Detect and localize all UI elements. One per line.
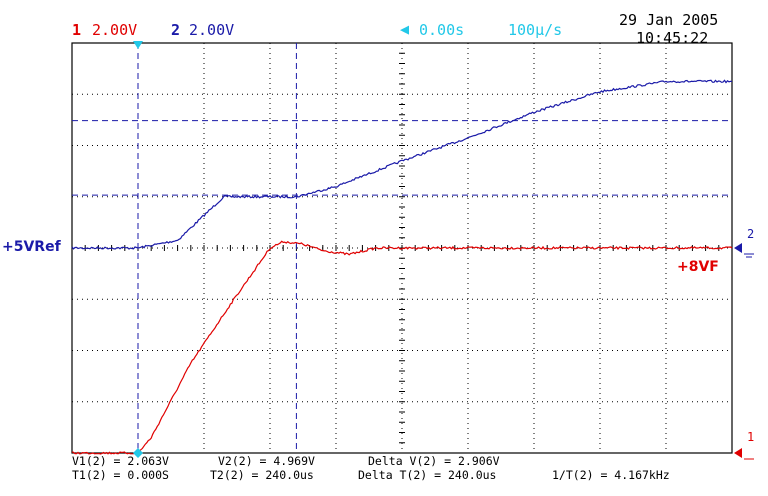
measure-t1: T1(2) = 0.000S — [72, 468, 169, 482]
ch2-left-label: +5VRef — [2, 239, 61, 255]
measure-inverse-t: 1/T(2) = 4.167kHz — [552, 468, 670, 482]
trace-ch2 — [71, 79, 733, 250]
measure-v2: V2(2) = 4.969V — [218, 454, 315, 468]
ch2-scale: 2.00V — [189, 21, 235, 39]
waveform-traces — [71, 79, 733, 455]
ch1-scale: 2.00V — [92, 21, 138, 39]
ch1-right-tag: 1 — [747, 430, 755, 444]
ch2-ground-arrow-icon — [734, 243, 742, 253]
graticule — [71, 42, 733, 454]
ch2-right-tag: 2 — [747, 227, 755, 241]
measure-delta-t: Delta T(2) = 240.0us — [358, 468, 497, 482]
trigger-level-icon — [133, 448, 143, 458]
delay-arrow-icon: ◀ — [400, 20, 410, 38]
timebase-value: 100µ/s — [508, 21, 563, 39]
trace-ch1 — [71, 240, 733, 455]
channel-markers — [133, 41, 754, 460]
measure-delta-v: Delta V(2) = 2.906V — [368, 454, 500, 468]
ch1-ground-arrow-icon — [734, 448, 742, 458]
capture-date: 29 Jan 2005 — [619, 11, 719, 29]
ch1-right-label: +8VF — [677, 259, 719, 275]
cursor-lines — [72, 43, 732, 453]
ch2-number: 2 — [171, 21, 181, 39]
ch1-number: 1 — [72, 21, 82, 39]
measure-v1: V1(2) = 2.063V — [72, 454, 169, 468]
delay-value: 0.00s — [419, 21, 465, 39]
trigger-position-icon — [133, 41, 143, 49]
measure-t2: T2(2) = 240.0us — [210, 468, 314, 482]
